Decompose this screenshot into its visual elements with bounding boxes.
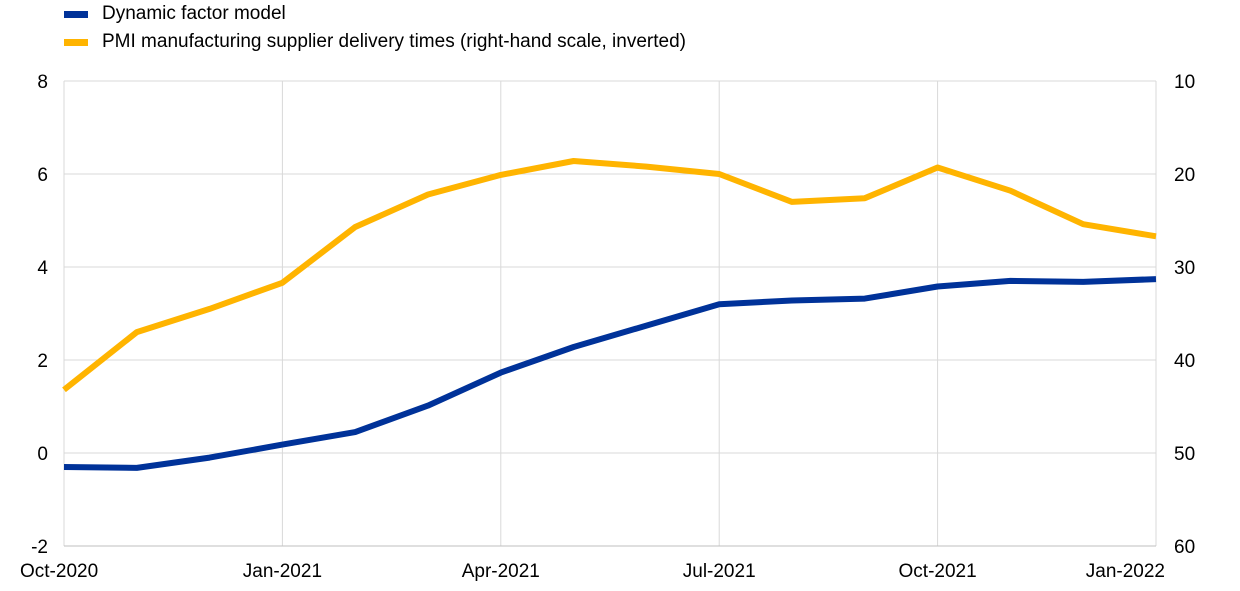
x-tick-label: Jan-2022 — [1086, 561, 1165, 582]
left-y-tick-label: 4 — [37, 258, 48, 279]
legend-swatch — [64, 10, 88, 18]
right-y-tick-label: 60 — [1174, 537, 1195, 558]
right-y-tick-label: 50 — [1174, 444, 1195, 465]
left-y-tick-label: 8 — [37, 72, 48, 93]
x-tick-label: Apr-2021 — [462, 561, 540, 582]
legend-item: Dynamic factor model — [64, 0, 686, 28]
legend-swatch — [64, 38, 88, 46]
left-y-tick-label: 0 — [37, 444, 48, 465]
chart-legend: Dynamic factor model PMI manufacturing su… — [64, 0, 686, 56]
x-tick-label: Oct-2021 — [899, 561, 977, 582]
legend-label: Dynamic factor model — [102, 3, 286, 24]
left-y-tick-label: 6 — [37, 165, 48, 186]
left-y-tick-label: 2 — [37, 351, 48, 372]
series-line-dynamic-factor-model — [63, 276, 1157, 471]
legend-item: PMI manufacturing supplier delivery time… — [64, 28, 686, 56]
right-y-tick-label: 30 — [1174, 258, 1195, 279]
x-tick-label: Jul-2021 — [683, 561, 756, 582]
right-y-tick-label: 20 — [1174, 165, 1195, 186]
x-tick-label: Jan-2021 — [243, 561, 322, 582]
left-y-tick-label: -2 — [31, 537, 48, 558]
legend-label: PMI manufacturing supplier delivery time… — [102, 31, 686, 52]
series-line-pmi-delivery-times — [62, 158, 1157, 393]
right-y-tick-label: 40 — [1174, 351, 1195, 372]
x-tick-label: Oct-2020 — [20, 561, 98, 582]
right-y-tick-label: 10 — [1174, 72, 1195, 93]
